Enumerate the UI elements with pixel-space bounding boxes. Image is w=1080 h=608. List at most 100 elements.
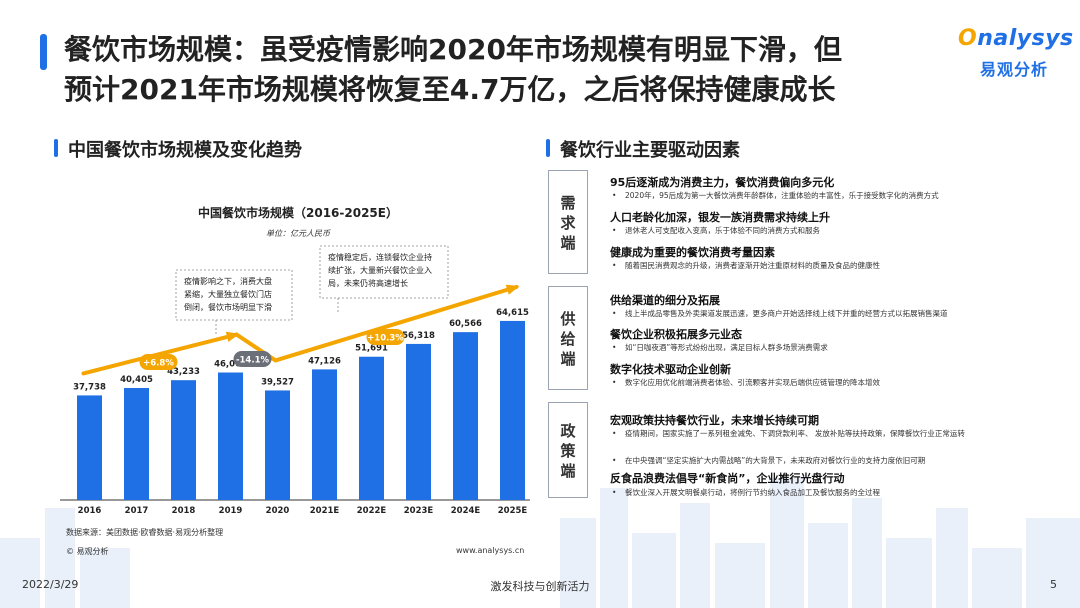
value-label-2017: 40,405	[120, 375, 153, 385]
right-section-accent	[546, 139, 550, 157]
driver-heading: 供给渠道的细分及拓展	[610, 294, 720, 307]
trend-arrow-recovery	[273, 284, 519, 363]
title-accent-bar	[40, 34, 47, 70]
driver-detail-text: 数字化应用优化前端消费者体验、引流颗客并实现后端供应链管理的降本增效	[625, 378, 880, 387]
logo-o-mark: O	[958, 26, 978, 51]
footer-date: 2022/3/29	[22, 578, 79, 591]
driver-detail: 线上半成品零售及外卖渠道发展迅速，更多商户开始选择线上线下并重的经营方式以拓展销…	[612, 308, 1032, 320]
analysys-logo: Onalysys 易观分析	[958, 24, 1073, 84]
website-url[interactable]: www.analysys.cn	[456, 546, 525, 555]
trend-arrow-recovery-head	[505, 284, 520, 295]
growth-badge-text-0: +6.8%	[143, 359, 174, 369]
value-label-2025E: 64,615	[496, 308, 529, 318]
chart-unit: 单位：亿元人民币	[266, 229, 330, 238]
page-title-line-2: 预计2021年市场规模将恢复至4.7万亿，之后将保持健康成长	[64, 73, 836, 106]
driver-category-char: 需	[560, 194, 576, 212]
chart-plot: 37,738 2016 40,405 2017 43,233 2018 46,000 2019…	[60, 245, 530, 516]
driver-detail-text: 疫情期间，国家实施了一系列租金减免、下调贷款利率、 发放补贴等扶持政策，保障餐饮…	[625, 429, 965, 438]
driver-category-char: 政	[560, 422, 576, 440]
tick-label-2018: 2018	[172, 506, 196, 516]
tick-label-2023E: 2023E	[404, 506, 434, 516]
driver-category-char: 端	[560, 462, 576, 480]
bar-2022E	[359, 356, 384, 500]
value-label-2020: 39,527	[261, 377, 294, 387]
page-title-line-1: 餐饮市场规模：虽受疫情影响2020年市场规模有明显下滑，但	[64, 33, 842, 66]
city-skyline-background	[0, 478, 1080, 608]
trend-arrow-growth	[81, 332, 239, 376]
copyright: © 易观分析	[66, 547, 109, 556]
driver-heading: 95后逐渐成为消费主力，餐饮消费偏向多元化	[610, 176, 835, 189]
left-section-accent	[54, 139, 58, 157]
market-size-chart: 中国餐饮市场规模（2016-2025E） 单位：亿元人民币 37,738 2016…	[54, 166, 542, 566]
callout-box-1	[319, 245, 449, 299]
growth-badge-1	[233, 351, 272, 367]
driver-detail: 餐饮业深入开展文明餐桌行动，将例行节约纳入食品加工及餐饮服务的全过程	[612, 487, 1032, 499]
logo-english: Onalysys	[958, 26, 1074, 51]
right-section-title: 餐饮行业主要驱动因素	[560, 140, 740, 161]
logo-english-rest: nalysys	[977, 26, 1074, 51]
driver-heading: 健康成为重要的餐饮消费考量因素	[610, 246, 775, 259]
driver-category-char: 求	[560, 214, 576, 232]
driver-detail-text: 随着国民消费观念的升级，消费者逐渐开始注重原材料的质量及食品的健康性	[625, 261, 880, 270]
tick-label-2017: 2017	[125, 506, 149, 516]
driver-category-char: 供	[560, 310, 576, 328]
driver-heading: 宏观政策扶持餐饮行业，未来增长持续可期	[610, 414, 819, 427]
bar-2018	[171, 380, 196, 500]
callout-line-0-2: 倒闭，餐饮市场明显下滑	[184, 302, 272, 312]
tick-label-2020: 2020	[266, 506, 290, 516]
callout-line-1-0: 疫情稳定后，连锁餐饮企业持	[328, 252, 432, 262]
driver-detail: 退休老人可支配收入变高，乐于体验不同的消费方式和服务	[612, 225, 1032, 237]
bar-2021E	[312, 369, 337, 500]
callout-line-1-1: 续扩张，大量新兴餐饮企业入	[328, 265, 432, 275]
callout-box-0	[175, 269, 293, 321]
page-title: 餐饮市场规模：虽受疫情影响2020年市场规模有明显下滑，但 预计2021年市场规…	[64, 30, 964, 110]
page-number: 5	[1050, 578, 1057, 591]
driver-detail: 在中央强调“坚定实施扩大内需战略”的大背景下，未来政府对餐饮行业的支持力度依旧可…	[612, 455, 1032, 467]
bar-2017	[124, 388, 149, 500]
driver-category-1: 供给端	[548, 286, 588, 390]
value-label-2019: 46,000	[214, 360, 247, 370]
data-source: 数据来源：美团数据·欧睿数据·易观分析整理	[66, 528, 224, 537]
driver-detail: 随着国民消费观念的升级，消费者逐渐开始注重原材料的质量及食品的健康性	[612, 260, 1032, 272]
growth-badge-text-2: +10.3%	[367, 334, 404, 344]
tick-label-2016: 2016	[78, 506, 102, 516]
driver-heading: 餐饮企业积极拓展多元业态	[610, 328, 742, 341]
callout-line-0-0: 疫情影响之下，消费大盘	[184, 276, 272, 286]
driver-detail-text: 线上半成品零售及外卖渠道发展迅速，更多商户开始选择线上线下并重的经营方式以拓展销…	[625, 309, 948, 318]
bar-2024E	[453, 332, 478, 500]
bar-2019	[218, 372, 243, 500]
tick-label-2025E: 2025E	[498, 506, 528, 516]
growth-badge-text-1: -14.1%	[236, 356, 269, 366]
driver-category-0: 需求端	[548, 170, 588, 274]
left-section-title: 中国餐饮市场规模及变化趋势	[68, 140, 302, 161]
tick-label-2019: 2019	[219, 506, 243, 516]
driver-heading: 人口老龄化加深，银发一族消费需求持续上升	[610, 211, 830, 224]
callout-line-0-1: 紧缩，大量独立餐饮门店	[184, 289, 272, 299]
growth-badge-2	[366, 329, 405, 345]
value-label-2022E: 51,691	[355, 344, 388, 354]
tick-label-2021E: 2021E	[310, 506, 340, 516]
bar-2025E	[500, 320, 525, 500]
driver-category-char: 给	[560, 330, 576, 348]
bar-2016	[77, 395, 102, 500]
callout-line-1-2: 局，未来仍将高速增长	[328, 278, 408, 288]
driver-detail: 数字化应用优化前端消费者体验、引流颗客并实现后端供应链管理的降本增效	[612, 377, 1032, 389]
driver-detail-text: 如“日咖夜酒”等形式纷纷出现，满足目标人群多场景消费需求	[625, 343, 828, 352]
chart-title: 中国餐饮市场规模（2016-2025E）	[198, 206, 398, 220]
driver-detail-text: 在中央强调“坚定实施扩大内需战略”的大背景下，未来政府对餐饮行业的支持力度依旧可…	[625, 456, 926, 465]
value-label-2018: 43,233	[167, 367, 200, 377]
driver-detail: 疫情期间，国家实施了一系列租金减免、下调贷款利率、 发放补贴等扶持政策，保障餐饮…	[612, 428, 1032, 440]
driver-category-2: 政策端	[548, 402, 588, 498]
bar-2020	[265, 390, 290, 500]
driver-detail: 如“日咖夜酒”等形式纷纷出现，满足目标人群多场景消费需求	[612, 342, 1032, 354]
value-label-2023E: 56,318	[402, 331, 435, 341]
value-label-2016: 37,738	[73, 382, 106, 392]
value-label-2024E: 60,566	[449, 319, 482, 329]
tick-label-2022E: 2022E	[357, 506, 387, 516]
value-label-2021E: 47,126	[308, 356, 341, 366]
logo-chinese: 易观分析	[980, 60, 1049, 79]
driver-detail-text: 2020年，95后成为第一大餐饮消费年龄群体，注重体验的丰富性，乐于接受数字化的…	[625, 191, 939, 200]
driver-detail-text: 退休老人可支配收入变高，乐于体验不同的消费方式和服务	[625, 226, 820, 235]
driver-detail: 2020年，95后成为第一大餐饮消费年龄群体，注重体验的丰富性，乐于接受数字化的…	[612, 190, 1032, 202]
driver-category-char: 端	[560, 234, 576, 252]
